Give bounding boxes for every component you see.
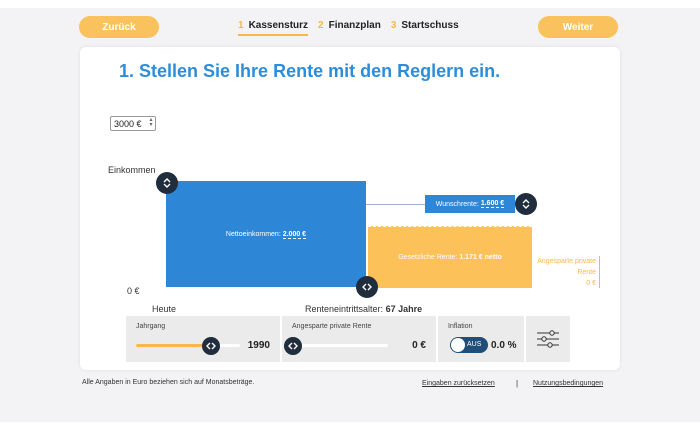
step-kassensturz[interactable]: 1 Kassensturz [238, 20, 309, 36]
reset-inputs-link[interactable]: Eingaben zurücksetzen [422, 380, 495, 387]
toggle-knob [451, 338, 465, 352]
retirement-age-handle[interactable] [356, 276, 378, 298]
inflation-panel: Inflation AUS 0.0 % [438, 316, 524, 362]
settings-panel[interactable] [526, 316, 570, 362]
step-number: 3 [390, 20, 397, 31]
net-income-bar: Nettoeinkommen: 2.000 € [166, 181, 366, 287]
terms-link[interactable]: Nutzungsbedingungen [533, 380, 604, 387]
wish-pension-handle[interactable] [515, 193, 537, 215]
private-pension-value: 0 € [586, 280, 596, 287]
back-button[interactable]: Zurück [79, 16, 159, 38]
private-pension-annotation: Angesparte private Rente 0 € [532, 256, 600, 289]
next-button[interactable]: Weiter [538, 16, 618, 38]
step-navigation: 1 Kassensturz 2 Finanzplan 3 Startschuss [238, 20, 459, 36]
birth-year-slider-fill [136, 344, 211, 347]
wish-pension-line [366, 204, 426, 205]
scale-select[interactable]: 3000 € ▴ ▾ [110, 116, 156, 131]
step-number: 2 [318, 20, 324, 31]
private-savings-panel: Angesparte private Rente 0 € [282, 316, 436, 362]
private-savings-slider[interactable] [292, 344, 388, 347]
inflation-title: Inflation [448, 323, 473, 330]
footer-separator: | [516, 379, 519, 388]
private-pension-label-1: Angesparte private [537, 258, 596, 265]
step-number: 1 [238, 20, 244, 31]
controls-row: Jahrgang 1990 Angesparte private Rente 0… [126, 316, 570, 362]
step-label: Finanzplan [328, 20, 381, 31]
today-label: Heute [152, 304, 177, 314]
chevron-left-right-icon [362, 283, 372, 291]
chevron-left-right-icon [288, 342, 298, 350]
chevron-left-right-icon [205, 342, 216, 350]
zero-axis-label: 0 € [127, 286, 140, 296]
bottom-strip [0, 422, 700, 432]
statutory-pension-label: Gesetzliche Rente: [398, 254, 458, 261]
private-pension-label-2: Rente [577, 269, 596, 276]
private-pension-line [599, 256, 600, 288]
net-income-vertical-handle[interactable] [156, 172, 178, 194]
inflation-toggle[interactable]: AUS [450, 337, 488, 353]
birth-year-slider[interactable] [136, 344, 240, 347]
statutory-pension-bar: Gesetzliche Rente: 1.171 € netto [368, 226, 532, 288]
wish-pension-value[interactable]: 1.600 € [480, 200, 505, 208]
net-income-text: Nettoeinkommen: 2.000 € [225, 230, 307, 239]
page-title: 1. Stellen Sie Ihre Rente mit den Regler… [119, 61, 501, 81]
birth-year-value: 1990 [247, 340, 270, 351]
step-finanzplan[interactable]: 2 Finanzplan [318, 20, 381, 36]
birth-year-panel: Jahrgang 1990 [126, 316, 280, 362]
chevron-up-down-icon [163, 178, 171, 188]
private-savings-value: 0 € [412, 340, 426, 351]
select-arrows-icon: ▴ ▾ [149, 117, 153, 128]
footer-note: Alle Angaben in Euro beziehen sich auf M… [82, 379, 255, 386]
statutory-pension-text: Gesetzliche Rente: 1.171 € netto [398, 254, 502, 261]
inflation-toggle-label: AUS [467, 341, 482, 348]
birth-year-slider-handle[interactable] [201, 337, 220, 355]
retirement-age-text: Renteneintrittsalter: 67 Jahre [305, 304, 422, 314]
chevron-up-down-icon [522, 199, 530, 209]
retirement-age-value: 67 Jahre [385, 304, 423, 314]
net-income-value[interactable]: 2.000 € [282, 230, 307, 239]
retirement-age-label: Renteneintrittsalter: [305, 304, 384, 314]
private-savings-title: Angesparte private Rente [292, 323, 372, 330]
wish-pension-box: Wunschrente: 1.600 € [425, 195, 515, 213]
step-label: Startschuss [401, 20, 459, 31]
wish-pension-label: Wunschrente: [435, 200, 479, 208]
net-income-label: Nettoeinkommen: [225, 230, 281, 238]
statutory-pension-value: 1.171 € netto [459, 254, 502, 261]
scale-select-value: 3000 € [114, 118, 142, 129]
birth-year-title: Jahrgang [136, 323, 166, 330]
inflation-value: 0.0 % [491, 340, 517, 351]
sliders-icon[interactable] [536, 329, 560, 349]
step-label: Kassensturz [248, 20, 309, 31]
private-savings-slider-handle[interactable] [284, 337, 302, 355]
top-strip [0, 0, 700, 8]
step-startschuss[interactable]: 3 Startschuss [391, 20, 459, 36]
income-axis-label: Einkommen [108, 165, 156, 175]
